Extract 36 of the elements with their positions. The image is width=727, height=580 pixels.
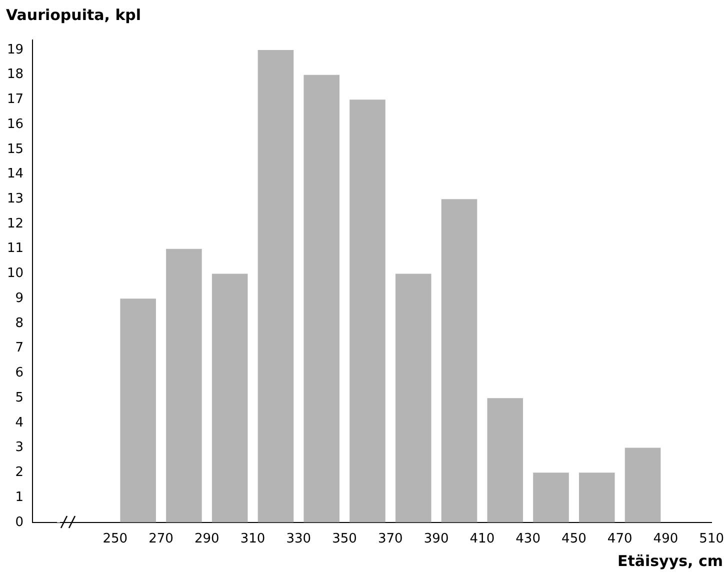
y-tick-label: 14 xyxy=(6,166,24,182)
y-tick-label: 7 xyxy=(15,340,24,356)
y-tick-label: 3 xyxy=(15,440,24,456)
x-tick-label: 270 xyxy=(148,532,174,547)
y-tick-label: 2 xyxy=(15,465,24,480)
x-tick-label: 510 xyxy=(699,532,724,547)
y-axis-title: Vauriopuita, kpl xyxy=(6,6,142,24)
y-tick-label: 0 xyxy=(15,514,24,530)
y-tick-label: 8 xyxy=(15,316,24,331)
y-tick-label: 15 xyxy=(6,142,24,157)
y-tick-label: 6 xyxy=(15,366,24,381)
x-tick-label: 390 xyxy=(424,532,449,547)
x-axis-title: Etäisyys, cm xyxy=(617,552,723,570)
x-tick-label: 430 xyxy=(516,532,540,547)
x-tick-label: 310 xyxy=(240,532,266,547)
y-tick-label: 17 xyxy=(6,92,24,108)
x-tick-label: 450 xyxy=(562,532,586,547)
y-tick-label: 19 xyxy=(6,42,24,58)
x-tick-label: 250 xyxy=(102,532,128,547)
x-tick-label: 410 xyxy=(470,532,495,547)
y-tick-label: 10 xyxy=(6,266,24,282)
x-tick-label: 490 xyxy=(653,532,678,547)
x-tick-label: 330 xyxy=(286,532,312,547)
x-tick-label: 290 xyxy=(194,532,220,547)
y-tick-label: 11 xyxy=(6,241,24,256)
x-tick-label: 470 xyxy=(607,532,632,547)
y-tick-label: 13 xyxy=(6,192,24,207)
y-tick-label: 4 xyxy=(15,415,24,430)
y-tick-label: 16 xyxy=(6,116,24,132)
y-tick-label: 12 xyxy=(6,216,24,232)
y-tick-label: 5 xyxy=(15,390,24,406)
y-tick-label: 1 xyxy=(15,490,24,505)
x-tick-label: 370 xyxy=(378,532,403,547)
y-tick-label: 9 xyxy=(15,290,24,306)
y-tick-label: 18 xyxy=(6,67,24,82)
x-tick-label: 350 xyxy=(332,532,357,547)
